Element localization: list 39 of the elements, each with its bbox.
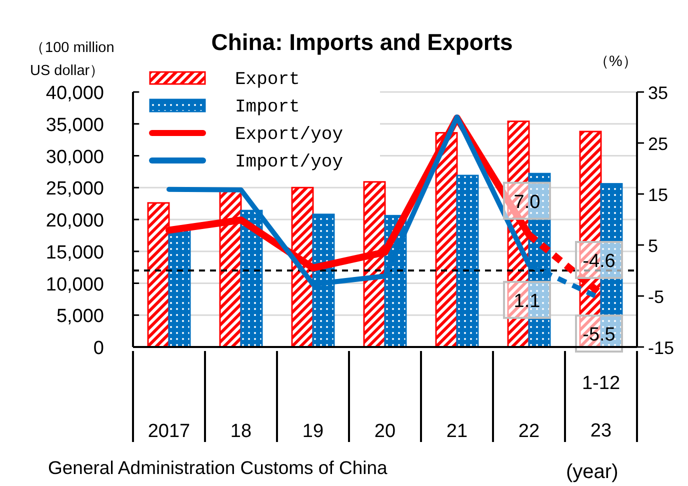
bar [456,174,479,348]
category-label: 1-12 23 [582,373,620,442]
bar [240,210,263,348]
y-axis-title: （100 million US dollar） [30,40,114,80]
y2-tick-label: 35 [648,83,668,103]
bar [168,228,191,348]
y2-tick-label: 25 [648,134,668,154]
y2-tick-label: 15 [648,185,668,205]
y2-tick-label: 5 [648,236,658,256]
x-tick-label: 21 [446,421,468,442]
y-tick-label: 10,000 [46,274,104,296]
y-tick-label: 15,000 [46,242,104,264]
y-tick-label: 20,000 [46,210,104,232]
data-label: -4.6 [582,250,616,272]
x-tick-label: 18 [230,421,252,442]
y-tick-label: 25,000 [46,178,104,200]
x-axis-title: (year) [566,461,618,483]
y-tick-label: 40,000 [46,83,104,104]
data-label: 1.1 [514,290,540,312]
bar [147,202,170,348]
x-tick-label: 19 [302,421,324,442]
text: General Administration Customs of China [48,457,388,478]
data-label: -5.5 [582,324,616,346]
legend-label: Import/yoy [235,152,344,172]
y2-tick-label: -15 [648,338,674,358]
chart-title: China: Imports and Exports [211,29,513,55]
y-tick-label: 30,000 [46,146,104,168]
x-tick-label: 20 [374,421,396,442]
legend-label: Import [235,98,300,118]
y-tick-label: 5,000 [56,306,104,328]
data-label: 7.0 [514,192,540,213]
x-tick-label: 2017 [148,421,190,442]
y2-axis-title: （%） [594,53,638,70]
legend-label: Export [235,70,300,90]
y2-tick-label: -5 [648,287,664,307]
y-tick-label: 0 [93,338,104,359]
y-tick-label: 35,000 [46,114,104,136]
x-tick-label: 22 [518,421,540,442]
legend-label: Export/yoy [235,125,344,145]
